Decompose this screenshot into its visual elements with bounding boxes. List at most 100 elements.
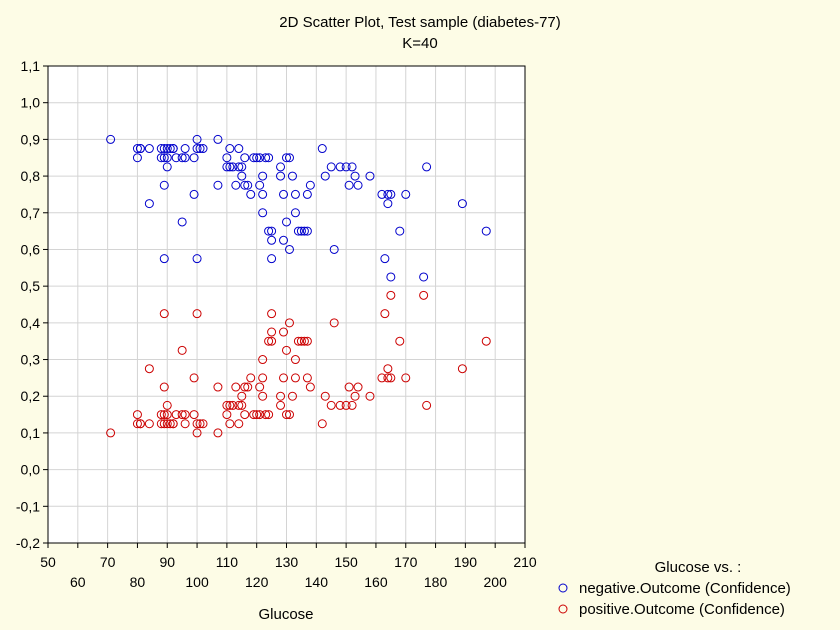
- x-tick-label: 90: [159, 554, 175, 570]
- point-negative: [305, 180, 315, 190]
- point-negative: [258, 189, 268, 199]
- x-tick-label: 80: [130, 574, 146, 590]
- point-positive: [457, 364, 467, 374]
- y-axis-ticks: 1,1 1,0 0,9 0,8 0,7 0,6 0,5 0,4 0,3 0,2 0,1 0,0 -0,1…: [16, 58, 48, 551]
- point-negative: [159, 254, 169, 264]
- point-positive: [231, 382, 241, 392]
- point-positive: [258, 391, 268, 401]
- point-positive: [132, 419, 142, 429]
- x-tick-label: 60: [70, 574, 86, 590]
- point-positive: [419, 290, 429, 300]
- point-negative: [258, 208, 268, 218]
- point-positive: [159, 382, 169, 392]
- point-positive: [258, 373, 268, 383]
- point-negative: [222, 153, 232, 163]
- x-tick-label: 170: [394, 554, 418, 570]
- point-negative: [395, 226, 405, 236]
- point-negative: [264, 153, 274, 163]
- point-positive: [159, 410, 169, 420]
- point-negative: [162, 144, 172, 154]
- point-positive: [189, 410, 199, 420]
- point-negative: [347, 162, 357, 172]
- x-tick-label: 120: [245, 574, 269, 590]
- point-negative: [267, 226, 277, 236]
- y-tick-label: 1,1: [21, 58, 41, 74]
- point-negative: [386, 189, 396, 199]
- point-negative: [213, 134, 223, 144]
- x-tick-label: 100: [185, 574, 209, 590]
- x-tick-label: 150: [334, 554, 358, 570]
- point-positive: [422, 400, 432, 410]
- point-negative: [225, 144, 235, 154]
- point-positive: [290, 355, 300, 365]
- point-negative: [189, 153, 199, 163]
- point-negative: [302, 226, 312, 236]
- point-positive: [162, 419, 172, 429]
- point-negative: [481, 226, 491, 236]
- point-positive: [213, 382, 223, 392]
- point-negative: [267, 254, 277, 264]
- point-negative: [222, 162, 232, 172]
- point-positive: [135, 419, 145, 429]
- point-positive: [255, 382, 265, 392]
- y-tick-label: 0,4: [21, 315, 41, 331]
- point-negative: [165, 144, 175, 154]
- point-negative: [243, 180, 253, 190]
- point-negative: [383, 189, 393, 199]
- point-positive: [237, 391, 247, 401]
- legend-marker-positive: [558, 604, 568, 614]
- point-positive: [284, 410, 294, 420]
- point-positive: [320, 391, 330, 401]
- x-tick-label: 190: [454, 554, 478, 570]
- point-positive: [252, 410, 262, 420]
- point-negative: [195, 144, 205, 154]
- point-positive: [162, 400, 172, 410]
- point-negative: [329, 244, 339, 254]
- point-negative: [353, 180, 363, 190]
- point-negative: [419, 272, 429, 282]
- y-tick-label: 1,0: [21, 95, 41, 111]
- point-negative: [225, 162, 235, 172]
- point-negative: [326, 162, 336, 172]
- point-negative: [386, 272, 396, 282]
- point-negative: [192, 134, 202, 144]
- point-positive: [240, 410, 250, 420]
- x-tick-label: 70: [100, 554, 116, 570]
- point-negative: [320, 171, 330, 181]
- point-positive: [395, 336, 405, 346]
- point-negative: [279, 235, 289, 245]
- point-positive: [258, 355, 268, 365]
- y-tick-label: 0,8: [21, 168, 41, 184]
- point-positive: [299, 336, 309, 346]
- point-positive: [195, 419, 205, 429]
- x-tick-label: 160: [364, 574, 388, 590]
- point-positive: [225, 400, 235, 410]
- point-positive: [287, 391, 297, 401]
- point-positive: [302, 336, 312, 346]
- point-positive: [243, 382, 253, 392]
- point-positive: [350, 391, 360, 401]
- legend-label-positive: positive.Outcome (Confidence): [579, 601, 785, 618]
- point-negative: [168, 144, 178, 154]
- point-positive: [317, 419, 327, 429]
- point-positive: [168, 419, 178, 429]
- point-negative: [380, 254, 390, 264]
- x-tick-label: 140: [305, 574, 329, 590]
- point-positive: [353, 382, 363, 392]
- point-positive: [159, 309, 169, 319]
- point-positive: [481, 336, 491, 346]
- point-negative: [290, 189, 300, 199]
- y-tick-label: 0,7: [21, 205, 41, 221]
- point-positive: [383, 373, 393, 383]
- point-negative: [144, 144, 154, 154]
- point-positive: [267, 336, 277, 346]
- point-negative: [377, 189, 387, 199]
- y-tick-label: 0,3: [21, 352, 41, 368]
- point-positive: [290, 373, 300, 383]
- point-negative: [296, 226, 306, 236]
- point-positive: [282, 410, 291, 420]
- point-positive: [222, 400, 232, 410]
- point-negative: [290, 208, 300, 218]
- point-negative: [240, 180, 250, 190]
- point-negative: [135, 144, 145, 154]
